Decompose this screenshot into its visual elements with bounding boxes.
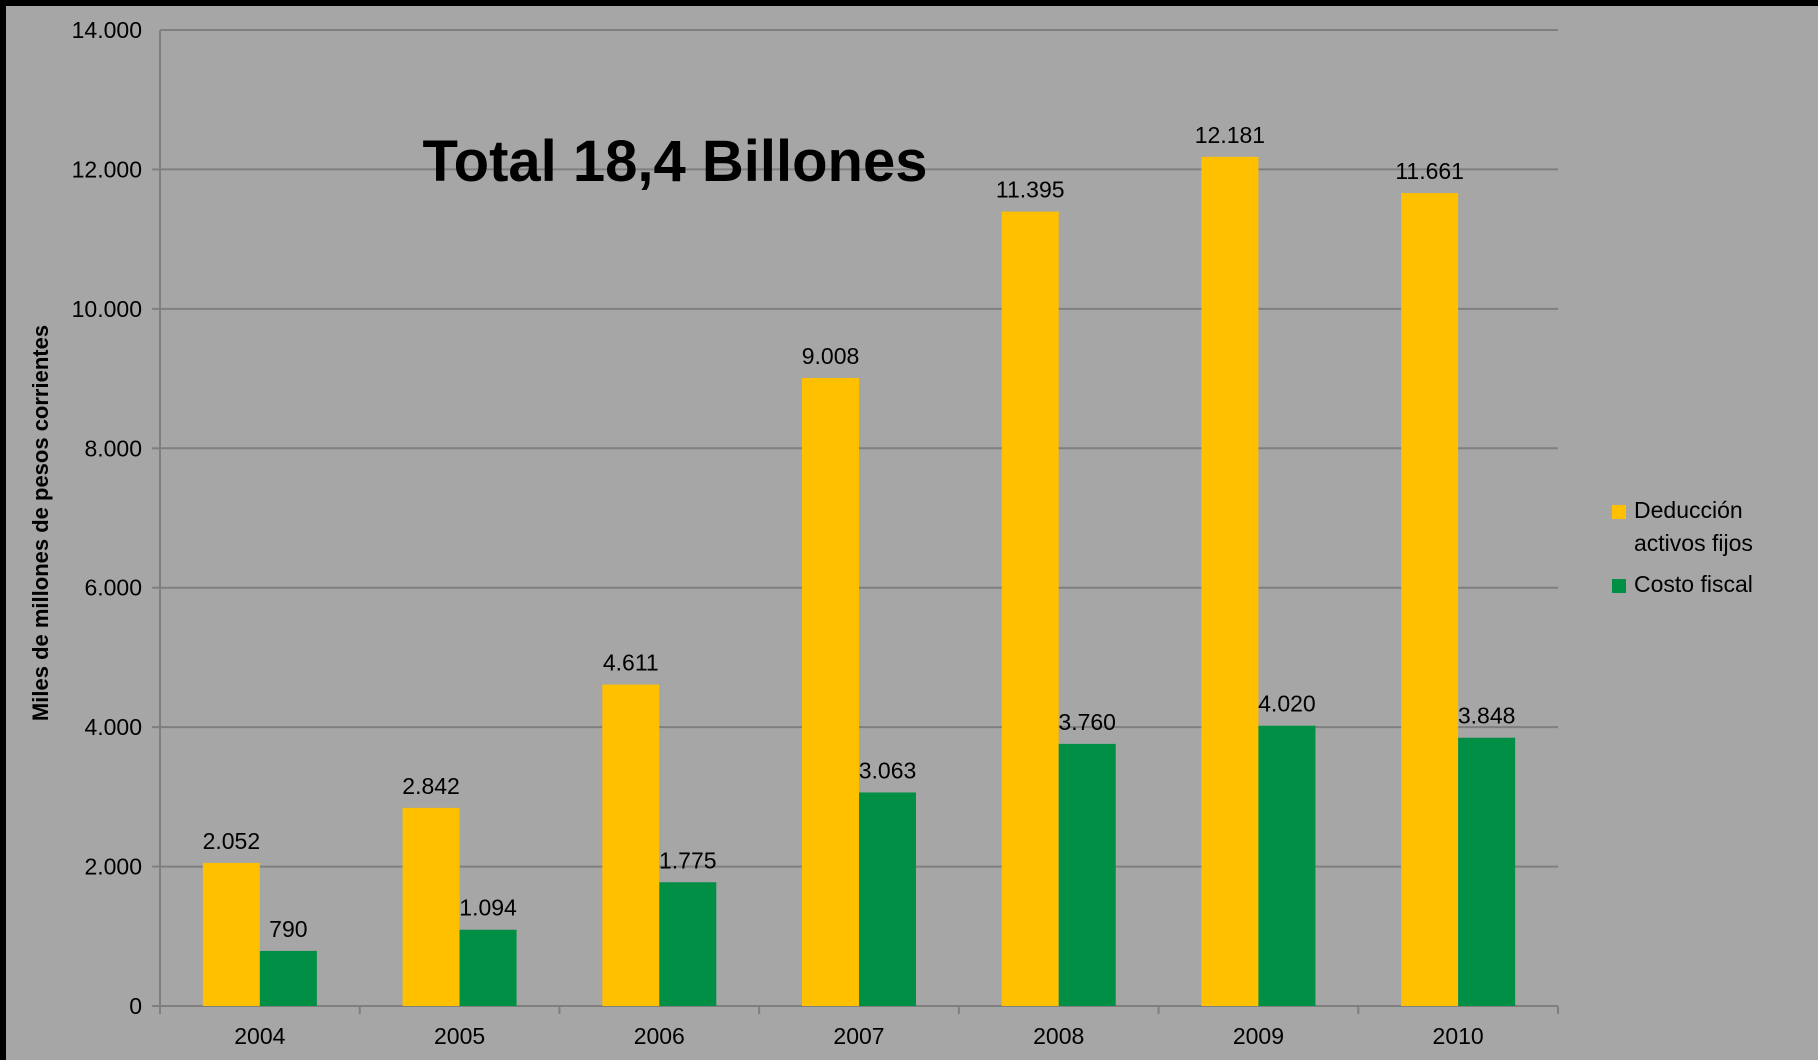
data-label: 2.842 bbox=[402, 773, 460, 799]
data-labels: 2.052 2.842 4.611 9.008 11.395 12.181 11.661 79… bbox=[203, 122, 1516, 942]
legend-swatch bbox=[1612, 505, 1626, 519]
data-label: 11.395 bbox=[996, 177, 1065, 203]
legend: Deducción activos fijos Costo fiscal bbox=[1612, 497, 1753, 597]
total-annotation: Total 18,4 Billones bbox=[423, 129, 928, 194]
data-label: 3.848 bbox=[1458, 703, 1516, 729]
y-tick-label: 0 bbox=[129, 993, 142, 1019]
x-tick-label: 2004 bbox=[234, 1023, 285, 1049]
bar-deduccion bbox=[1201, 156, 1259, 1006]
bar-deduccion bbox=[202, 862, 260, 1006]
y-tick-label: 4.000 bbox=[84, 714, 142, 740]
bar-costo-fiscal bbox=[659, 882, 717, 1006]
bar-deduccion bbox=[402, 807, 460, 1006]
legend-label: activos fijos bbox=[1634, 530, 1753, 556]
y-tick-label: 8.000 bbox=[84, 435, 142, 461]
bar-chart: 0 2.000 4.000 6.000 8.000 10.000 12.000 14.000 2… bbox=[28, 17, 1753, 1049]
bar-costo-fiscal bbox=[459, 929, 517, 1006]
x-tick-label: 2006 bbox=[634, 1023, 685, 1049]
bar-deduccion bbox=[1401, 193, 1459, 1007]
x-tick-label: 2008 bbox=[1033, 1023, 1084, 1049]
bar-costo-fiscal bbox=[1058, 743, 1116, 1006]
bar-costo-fiscal bbox=[1258, 725, 1316, 1006]
data-label: 3.063 bbox=[859, 757, 917, 783]
bar-costo-fiscal bbox=[859, 792, 916, 1006]
y-axis-title: Miles de millones de pesos corrientes bbox=[28, 325, 53, 721]
data-label: 4.611 bbox=[603, 650, 659, 676]
data-label: 11.661 bbox=[1395, 158, 1464, 184]
x-tick-label: 2009 bbox=[1233, 1023, 1284, 1049]
bar-costo-fiscal bbox=[1458, 737, 1516, 1006]
x-tick-label: 2007 bbox=[833, 1023, 884, 1049]
data-label: 12.181 bbox=[1195, 122, 1265, 148]
y-tick-label: 10.000 bbox=[72, 296, 142, 322]
data-label: 2.052 bbox=[203, 828, 261, 854]
data-label: 9.008 bbox=[802, 343, 860, 369]
legend-label: Deducción bbox=[1634, 497, 1743, 523]
x-tick-label: 2010 bbox=[1433, 1023, 1484, 1049]
y-tick-label: 14.000 bbox=[72, 17, 142, 43]
data-label: 790 bbox=[269, 916, 307, 942]
bar-deduccion bbox=[1001, 211, 1059, 1006]
data-label: 4.020 bbox=[1258, 691, 1316, 717]
bar-deduccion bbox=[602, 684, 660, 1006]
chart-frame: 0 2.000 4.000 6.000 8.000 10.000 12.000 14.000 2… bbox=[6, 6, 1818, 1060]
bar-deduccion bbox=[802, 378, 859, 1007]
x-tick-label: 2005 bbox=[434, 1023, 485, 1049]
legend-label: Costo fiscal bbox=[1634, 571, 1753, 597]
axes: 0 2.000 4.000 6.000 8.000 10.000 12.000 14.000 2… bbox=[72, 17, 1559, 1049]
y-tick-label: 6.000 bbox=[84, 575, 142, 601]
data-label: 1.094 bbox=[459, 895, 517, 921]
bars bbox=[202, 156, 1516, 1007]
y-tick-label: 12.000 bbox=[72, 156, 142, 182]
data-label: 3.760 bbox=[1058, 709, 1116, 735]
y-tick-label: 2.000 bbox=[84, 854, 142, 880]
bar-costo-fiscal bbox=[259, 950, 317, 1006]
data-label: 1.775 bbox=[659, 847, 717, 873]
legend-swatch bbox=[1612, 579, 1626, 593]
